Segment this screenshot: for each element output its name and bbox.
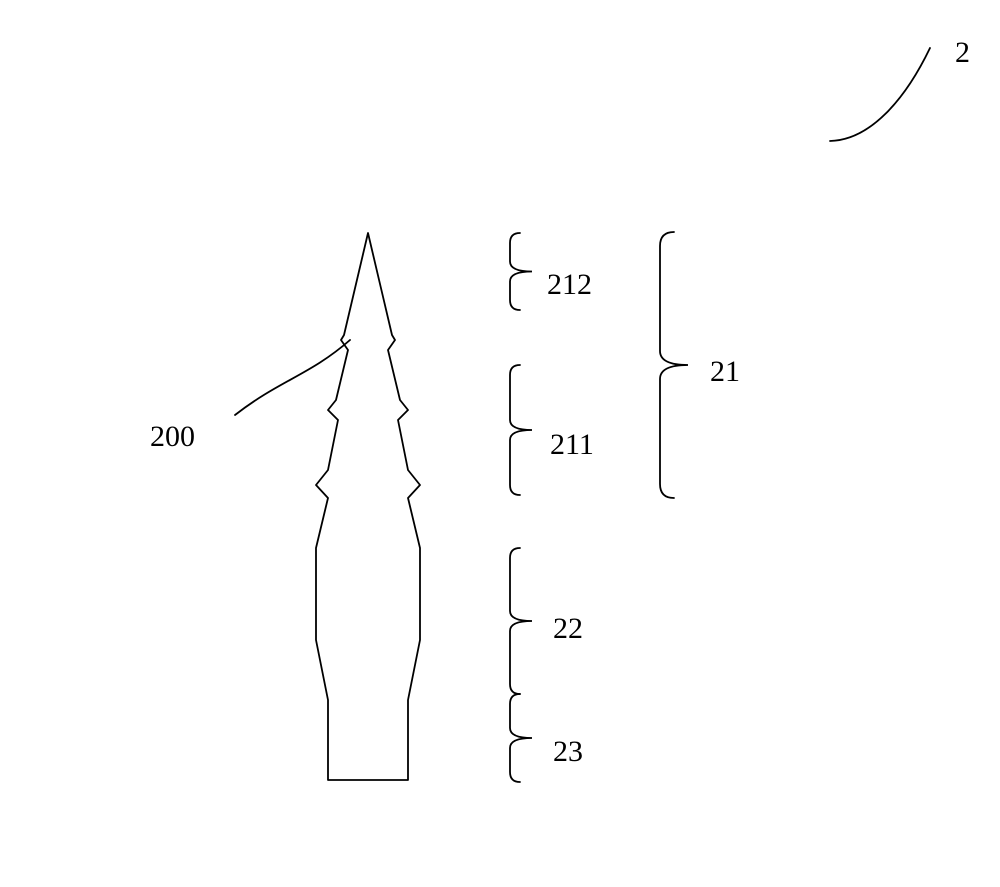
leader-lines [235, 48, 930, 415]
component-outline [316, 233, 420, 780]
ref-211: 211 [550, 428, 594, 462]
ref-212: 212 [547, 268, 592, 302]
ref-200: 200 [150, 420, 195, 454]
figure-number-2: 2 [955, 36, 970, 70]
ref-21: 21 [710, 355, 740, 389]
ref-22: 22 [553, 612, 583, 646]
dimension-braces [510, 232, 688, 782]
ref-23: 23 [553, 735, 583, 769]
